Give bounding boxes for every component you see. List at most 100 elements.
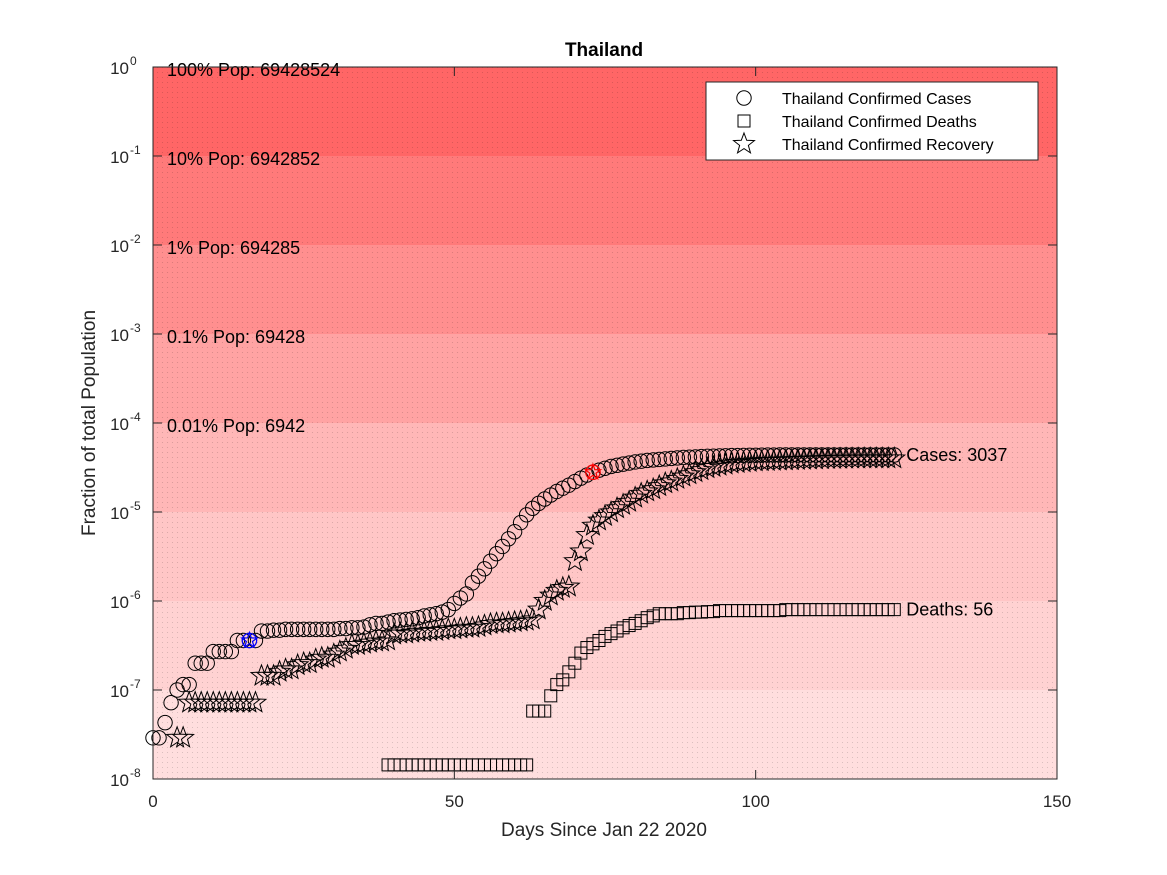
population-band-texture — [153, 690, 1057, 779]
circle-point — [591, 462, 607, 478]
circle-point — [621, 455, 637, 471]
circle-point — [627, 454, 643, 470]
population-band-label: 0.1% Pop: 69428 — [167, 327, 305, 347]
y-tick-label-base: 10 — [110, 504, 129, 523]
star-point — [719, 451, 744, 474]
star-point — [340, 632, 364, 656]
circle-point — [338, 620, 354, 637]
star-point — [490, 610, 515, 634]
legend-entry-label: Thailand Confirmed Deaths — [782, 114, 977, 131]
circle-point — [772, 447, 788, 463]
circle-point — [205, 643, 221, 660]
x-axis-title: Days Since Jan 22 2020 — [501, 820, 707, 841]
star-point — [532, 588, 557, 612]
circle-point — [651, 451, 667, 468]
star-point — [569, 539, 593, 562]
star-point — [502, 609, 527, 633]
y-tick-label-base: 10 — [110, 148, 129, 167]
circle-point — [494, 538, 511, 555]
square-point — [520, 758, 534, 772]
y-tick-label-base: 10 — [110, 682, 129, 701]
circle-point — [766, 447, 782, 463]
circle-point — [657, 451, 673, 467]
circle-point — [235, 632, 252, 649]
y-tick-label-exponent: -7 — [130, 677, 141, 691]
population-band-labels: 100% Pop: 69428524 10% Pop: 6942852 1% Pop… — [167, 60, 340, 436]
circle-point — [615, 456, 631, 472]
square-point — [538, 704, 552, 718]
population-band-label: 0.01% Pop: 6942 — [167, 416, 305, 436]
circle-point — [163, 694, 179, 711]
legend: Thailand Confirmed Cases Thailand Confirm… — [705, 81, 1039, 161]
star-point — [400, 620, 424, 643]
circle-point — [416, 608, 432, 624]
star-point — [557, 574, 581, 597]
star-point — [376, 628, 400, 651]
circle-point — [778, 447, 794, 463]
series-star — [165, 445, 907, 748]
y-tick-label-base: 10 — [110, 237, 129, 256]
circle-point — [524, 500, 541, 517]
star-point — [882, 445, 907, 469]
population-band-texture — [153, 423, 1057, 512]
circle-point — [705, 448, 722, 464]
circle-point — [283, 621, 300, 638]
population-band-label: 100% Pop: 69428524 — [167, 60, 340, 80]
x-tick-label: 150 — [1043, 792, 1071, 811]
circle-point — [157, 714, 173, 731]
star-point — [484, 610, 509, 634]
star-point — [876, 445, 901, 469]
circle-point — [247, 632, 264, 649]
star-point — [237, 690, 262, 713]
y-tick-label-exponent: -4 — [130, 410, 141, 424]
series-end-label: Cases: 3037 — [906, 445, 1007, 465]
circle-point — [277, 621, 294, 638]
y-tick-label-base: 10 — [110, 59, 129, 78]
y-tick-label-exponent: -8 — [130, 766, 141, 780]
circle-point — [531, 495, 547, 512]
circle-point — [289, 621, 306, 638]
star-point — [442, 616, 467, 640]
chart-title: Thailand — [565, 40, 643, 61]
circle-point — [193, 655, 209, 671]
circle-point — [512, 514, 529, 531]
square-point — [887, 603, 901, 617]
y-tick-label-exponent: -2 — [130, 232, 141, 246]
circle-point — [211, 643, 227, 660]
circle-point — [440, 601, 457, 618]
circle-point — [506, 524, 523, 540]
circle-point — [597, 460, 613, 476]
star-point — [460, 615, 485, 638]
circle-point — [151, 730, 167, 746]
star-point — [273, 657, 298, 680]
legend-marker-star — [732, 131, 756, 155]
circle-point — [633, 453, 649, 469]
circle-point — [392, 612, 408, 628]
circle-point — [603, 458, 619, 475]
star-point — [496, 610, 521, 633]
x-tick-label: 50 — [445, 792, 464, 811]
population-band-texture — [153, 512, 1057, 601]
circle-point — [422, 607, 438, 623]
legend-marker-square — [737, 114, 751, 128]
star-point — [388, 621, 412, 644]
y-tick-label-exponent: -1 — [130, 143, 141, 157]
y-tick-label-exponent: 0 — [130, 54, 137, 68]
y-tick-label-exponent: -3 — [130, 321, 141, 335]
star-point — [448, 616, 473, 639]
circle-point — [609, 457, 625, 473]
plot-series — [145, 445, 907, 772]
star-point — [424, 618, 449, 642]
circle-point — [187, 655, 203, 671]
circle-point — [760, 447, 776, 463]
series-end-label: Deaths: 56 — [906, 600, 993, 620]
star-point — [526, 597, 551, 620]
circle-point — [253, 623, 270, 639]
y-tick-label-base: 10 — [110, 771, 129, 790]
circle-point — [663, 450, 679, 467]
highlight-star — [240, 630, 259, 649]
y-tick-label-exponent: -5 — [130, 499, 141, 513]
circle-point — [295, 621, 312, 638]
circle-point — [404, 611, 420, 627]
circle-point — [645, 452, 661, 468]
